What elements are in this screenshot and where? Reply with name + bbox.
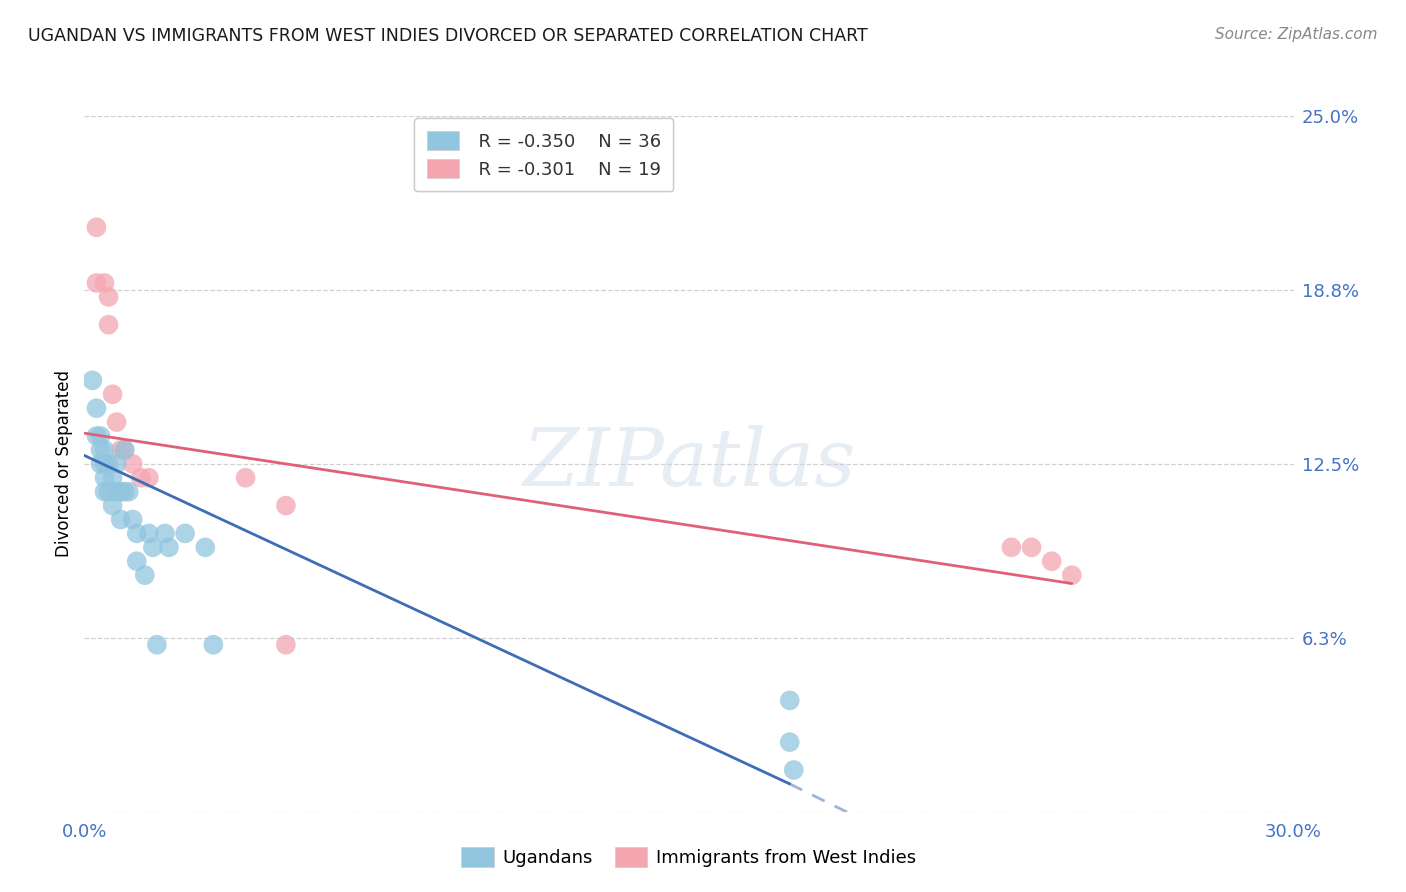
Point [89,457,111,471]
Point [93,471,115,485]
Point [114,484,136,499]
Point [97,457,120,471]
Point [274,638,297,652]
Point [86,220,108,235]
Point [121,457,143,471]
Point [110,442,132,457]
Point [146,638,169,652]
Point [118,484,141,499]
Point [194,541,217,555]
Point [105,457,128,471]
Legend:   R = -0.350    N = 36,   R = -0.301    N = 19: R = -0.350 N = 36, R = -0.301 N = 19 [415,118,673,191]
Point [783,763,806,777]
Point [86,429,108,443]
Point [1021,541,1043,555]
Point [86,276,108,290]
Point [1000,541,1022,555]
Legend: Ugandans, Immigrants from West Indies: Ugandans, Immigrants from West Indies [454,839,924,874]
Point [93,276,115,290]
Point [138,526,160,541]
Point [114,442,136,457]
Point [97,484,120,499]
Point [121,512,143,526]
Point [101,499,124,513]
Point [174,526,197,541]
Point [125,554,148,568]
Point [82,373,104,387]
Text: UGANDAN VS IMMIGRANTS FROM WEST INDIES DIVORCED OR SEPARATED CORRELATION CHART: UGANDAN VS IMMIGRANTS FROM WEST INDIES D… [28,27,868,45]
Point [274,499,297,513]
Point [93,484,115,499]
Point [1060,568,1083,582]
Point [1040,554,1063,568]
Point [93,442,115,457]
Point [101,471,124,485]
Point [138,471,160,485]
Point [157,541,180,555]
Point [114,442,136,457]
Point [134,568,156,582]
Text: Source: ZipAtlas.com: Source: ZipAtlas.com [1215,27,1378,42]
Point [142,541,165,555]
Point [89,429,111,443]
Point [86,401,108,416]
Point [129,471,152,485]
Point [97,290,120,304]
Point [779,693,801,707]
Point [779,735,801,749]
Point [110,512,132,526]
Point [105,484,128,499]
Point [93,457,115,471]
Point [105,415,128,429]
Point [101,387,124,401]
Y-axis label: Divorced or Separated: Divorced or Separated [55,370,73,558]
Point [153,526,176,541]
Text: ZIPatlas: ZIPatlas [522,425,856,502]
Point [202,638,225,652]
Point [235,471,257,485]
Point [110,484,132,499]
Point [97,318,120,332]
Point [89,442,111,457]
Point [125,526,148,541]
